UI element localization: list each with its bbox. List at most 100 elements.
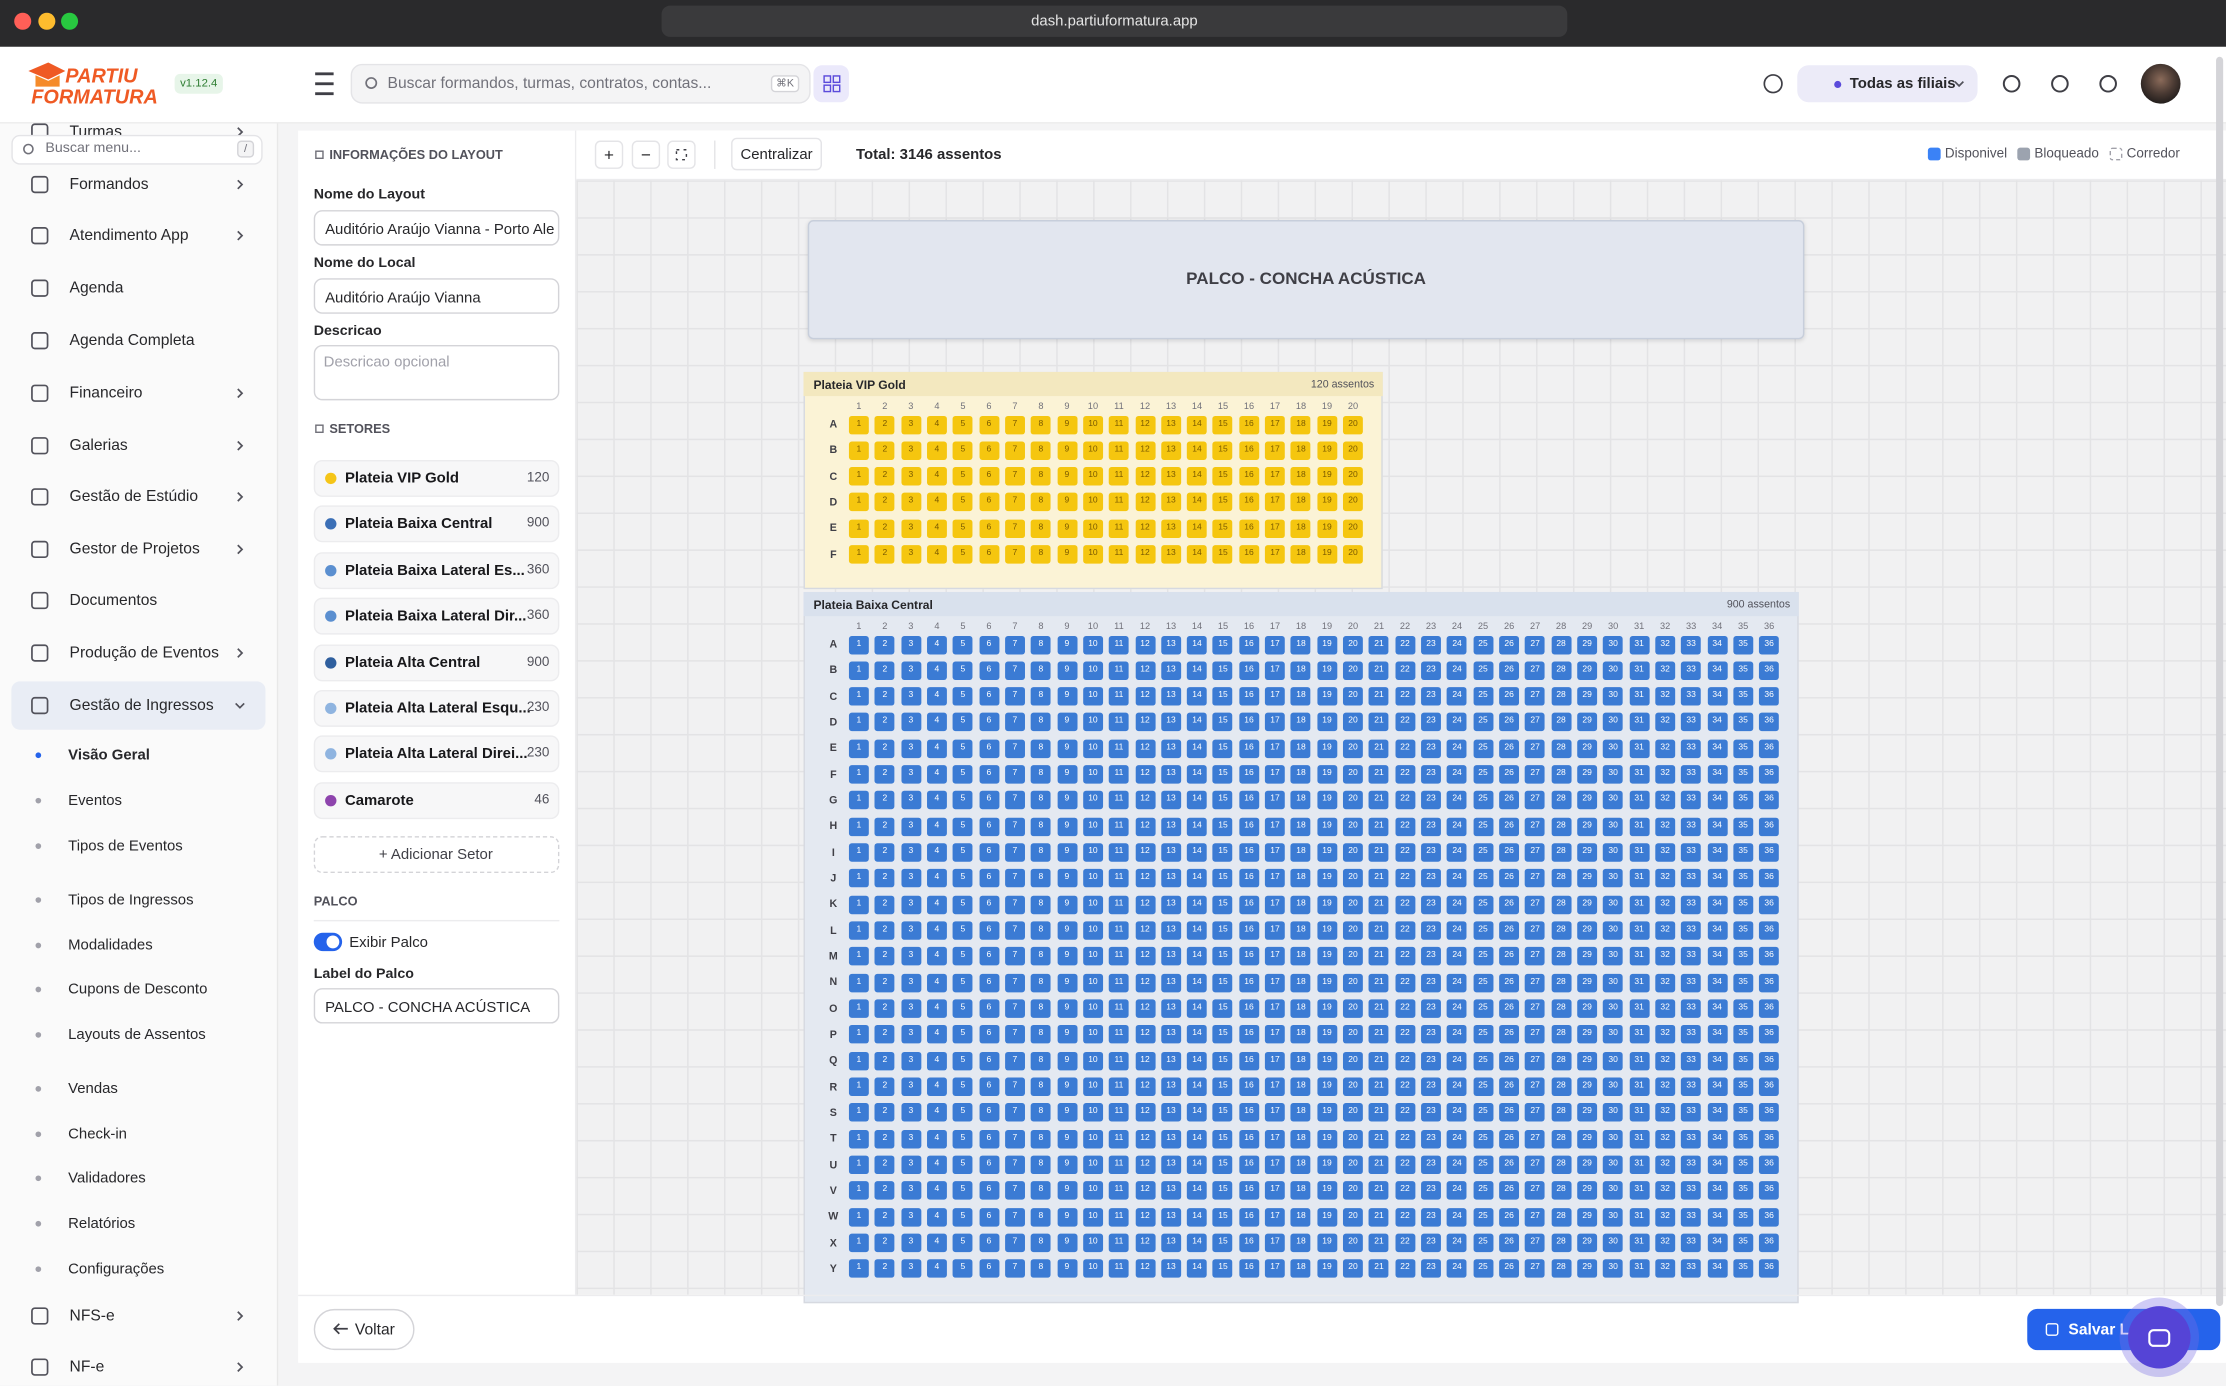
seat[interactable]: 24 (1447, 973, 1467, 993)
seat[interactable]: 27 (1525, 1129, 1546, 1149)
seat[interactable]: 32 (1655, 791, 1676, 810)
seat[interactable]: 15 (1213, 869, 1233, 888)
header-icon[interactable] (2002, 74, 2022, 94)
seat[interactable]: 11 (1109, 1233, 1129, 1253)
seat[interactable]: 17 (1265, 947, 1285, 966)
seat[interactable]: 18 (1291, 493, 1311, 512)
global-search[interactable] (350, 63, 811, 104)
seat[interactable]: 3 (900, 687, 921, 706)
seat[interactable]: 10 (1083, 441, 1103, 460)
seat[interactable]: 17 (1265, 713, 1285, 732)
seat[interactable]: 30 (1603, 791, 1624, 810)
seat[interactable]: 5 (952, 1025, 973, 1045)
seat[interactable]: 1 (848, 791, 869, 810)
seat[interactable]: 2 (874, 493, 895, 512)
seat[interactable]: 33 (1681, 999, 1702, 1019)
seat[interactable]: 24 (1447, 661, 1467, 680)
seat[interactable]: 9 (1056, 661, 1077, 680)
seat[interactable]: 7 (1004, 493, 1025, 512)
seat[interactable]: 18 (1291, 687, 1311, 706)
seat[interactable]: 29 (1577, 1181, 1598, 1201)
seat[interactable]: 24 (1447, 713, 1467, 732)
seat[interactable]: 7 (1004, 415, 1025, 434)
seat[interactable]: 1 (848, 739, 869, 758)
sector-row[interactable] (313, 459, 560, 497)
seat[interactable]: 4 (926, 895, 947, 914)
seat[interactable]: 35 (1733, 843, 1754, 862)
seat[interactable]: 20 (1343, 519, 1363, 538)
seat[interactable]: 32 (1655, 1207, 1676, 1227)
seat[interactable]: 20 (1343, 791, 1363, 810)
seat[interactable]: 12 (1135, 1259, 1155, 1279)
seat[interactable]: 5 (952, 1233, 973, 1253)
seat[interactable]: 17 (1265, 1025, 1285, 1045)
seat[interactable]: 34 (1707, 713, 1728, 732)
seat[interactable]: 26 (1499, 1129, 1520, 1149)
seat[interactable]: 28 (1551, 1051, 1572, 1071)
submenu-item[interactable]: Modalidades (68, 936, 153, 954)
seat[interactable]: 24 (1447, 635, 1467, 654)
seat[interactable]: 5 (952, 895, 973, 914)
seat[interactable]: 5 (952, 545, 973, 564)
sector-row[interactable] (313, 689, 560, 727)
seat[interactable]: 13 (1161, 739, 1181, 758)
seat[interactable]: 6 (978, 1051, 999, 1071)
menu-item[interactable]: Atendimento App (69, 227, 189, 245)
seat[interactable]: 2 (874, 1259, 895, 1279)
seat[interactable]: 34 (1707, 1129, 1728, 1149)
seat[interactable]: 20 (1343, 635, 1363, 654)
seat[interactable]: 7 (1004, 1025, 1025, 1045)
seat[interactable]: 13 (1161, 921, 1181, 940)
seat[interactable]: 19 (1317, 817, 1337, 836)
seat[interactable]: 29 (1577, 1129, 1598, 1149)
seat[interactable]: 12 (1135, 869, 1155, 888)
seat[interactable]: 33 (1681, 1103, 1702, 1123)
seat[interactable]: 16 (1239, 1181, 1259, 1201)
seat[interactable]: 19 (1317, 545, 1337, 564)
seat[interactable]: 11 (1109, 869, 1129, 888)
seat[interactable]: 14 (1187, 687, 1207, 706)
seat[interactable]: 25 (1473, 765, 1493, 784)
seat[interactable]: 26 (1499, 1181, 1520, 1201)
seat[interactable]: 28 (1551, 1077, 1572, 1097)
seat[interactable]: 7 (1004, 519, 1025, 538)
seat[interactable]: 31 (1629, 895, 1650, 914)
seat[interactable]: 23 (1421, 869, 1441, 888)
seat[interactable]: 32 (1655, 1259, 1676, 1279)
seat[interactable]: 18 (1291, 739, 1311, 758)
seat[interactable]: 28 (1551, 973, 1572, 993)
seat[interactable]: 4 (926, 1207, 947, 1227)
seat[interactable]: 4 (926, 545, 947, 564)
seat[interactable]: 10 (1083, 1103, 1103, 1123)
seat[interactable]: 9 (1056, 869, 1077, 888)
seat[interactable]: 23 (1421, 895, 1441, 914)
seat[interactable]: 34 (1707, 1233, 1728, 1253)
seat[interactable]: 5 (952, 687, 973, 706)
seat[interactable]: 9 (1056, 895, 1077, 914)
seat[interactable]: 9 (1056, 467, 1077, 486)
seat[interactable]: 33 (1681, 1155, 1702, 1175)
seat[interactable]: 20 (1343, 921, 1363, 940)
seat[interactable]: 22 (1395, 1103, 1415, 1123)
seat[interactable]: 36 (1759, 1207, 1780, 1227)
seat[interactable]: 12 (1135, 817, 1155, 836)
seat[interactable]: 14 (1187, 493, 1207, 512)
seat[interactable]: 32 (1655, 661, 1676, 680)
seat[interactable]: 13 (1161, 869, 1181, 888)
seat[interactable]: 35 (1733, 1025, 1754, 1045)
seat[interactable]: 8 (1030, 895, 1051, 914)
seat[interactable]: 33 (1681, 1207, 1702, 1227)
seat[interactable]: 33 (1681, 869, 1702, 888)
seat[interactable]: 13 (1161, 441, 1181, 460)
seat[interactable]: 24 (1447, 947, 1467, 966)
seat[interactable]: 31 (1629, 869, 1650, 888)
seat[interactable]: 16 (1239, 687, 1259, 706)
seat[interactable]: 11 (1109, 661, 1129, 680)
seat[interactable]: 26 (1499, 765, 1520, 784)
seat[interactable]: 11 (1109, 1077, 1129, 1097)
seat[interactable]: 5 (952, 1103, 973, 1123)
seat[interactable]: 12 (1135, 921, 1155, 940)
seat[interactable]: 17 (1265, 869, 1285, 888)
menu-item[interactable]: Formandos (69, 176, 149, 194)
avatar[interactable] (2140, 63, 2181, 104)
